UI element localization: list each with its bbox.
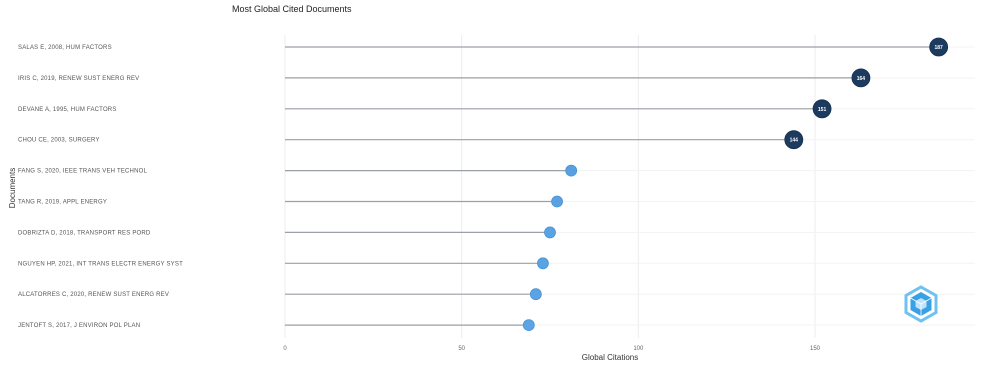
point-7	[537, 257, 549, 270]
x-tick-label-1: 50	[458, 346, 465, 352]
document-label-3: CHOU CE, 2003, SURGERY	[18, 138, 100, 144]
point-4	[565, 164, 578, 177]
document-label-7: NGUYEN HP, 2021, INT TRANS ELECTR ENERGY…	[18, 261, 183, 267]
x-ticks: 0 50 100 150	[283, 346, 820, 352]
x-tick-label-2: 100	[633, 346, 644, 352]
x-tick-label-0: 0	[283, 346, 287, 352]
point-0	[929, 37, 949, 57]
chart-title: Most Global Cited Documents	[232, 4, 352, 14]
point-1	[851, 68, 871, 88]
document-label-1: IRIS C, 2019, RENEW SUST ENERG REV	[18, 76, 139, 82]
value-label-3: 144	[790, 138, 799, 144]
value-label-1: 164	[857, 76, 866, 82]
value-label-0: 187	[934, 45, 943, 51]
stems	[285, 46, 939, 326]
x-axis-title: Global Citations	[582, 353, 638, 362]
document-label-5: TANG R, 2019, APPL ENERGY	[18, 200, 107, 206]
y-axis-title: Documents	[8, 168, 17, 208]
point-6	[544, 226, 556, 239]
grid	[284, 35, 975, 338]
document-labels: SALAS E, 2008, HUM FACTORS IRIS C, 2019, …	[18, 45, 183, 329]
document-label-9: JENTOFT S, 2017, J ENVIRON POL PLAN	[18, 323, 140, 329]
document-label-2: DEVANE A, 1995, HUM FACTORS	[18, 107, 117, 113]
document-label-8: ALCATORRES C, 2020, RENEW SUST ENERG REV	[18, 292, 169, 298]
points: 187 164 151 144	[522, 37, 949, 332]
point-5	[551, 195, 563, 208]
bibliometrix-logo-icon	[904, 285, 938, 323]
point-3	[784, 130, 804, 150]
point-8	[529, 288, 542, 301]
point-2	[812, 99, 832, 119]
document-label-0: SALAS E, 2008, HUM FACTORS	[18, 45, 112, 51]
document-label-6: DOBRIZTA D, 2018, TRANSPORT RES PORD	[18, 230, 151, 236]
value-label-2: 151	[818, 107, 827, 113]
point-9	[522, 319, 535, 332]
x-tick-label-3: 150	[810, 346, 821, 352]
document-label-4: FANG S, 2020, IEEE TRANS VEH TECHNOL	[18, 169, 147, 175]
